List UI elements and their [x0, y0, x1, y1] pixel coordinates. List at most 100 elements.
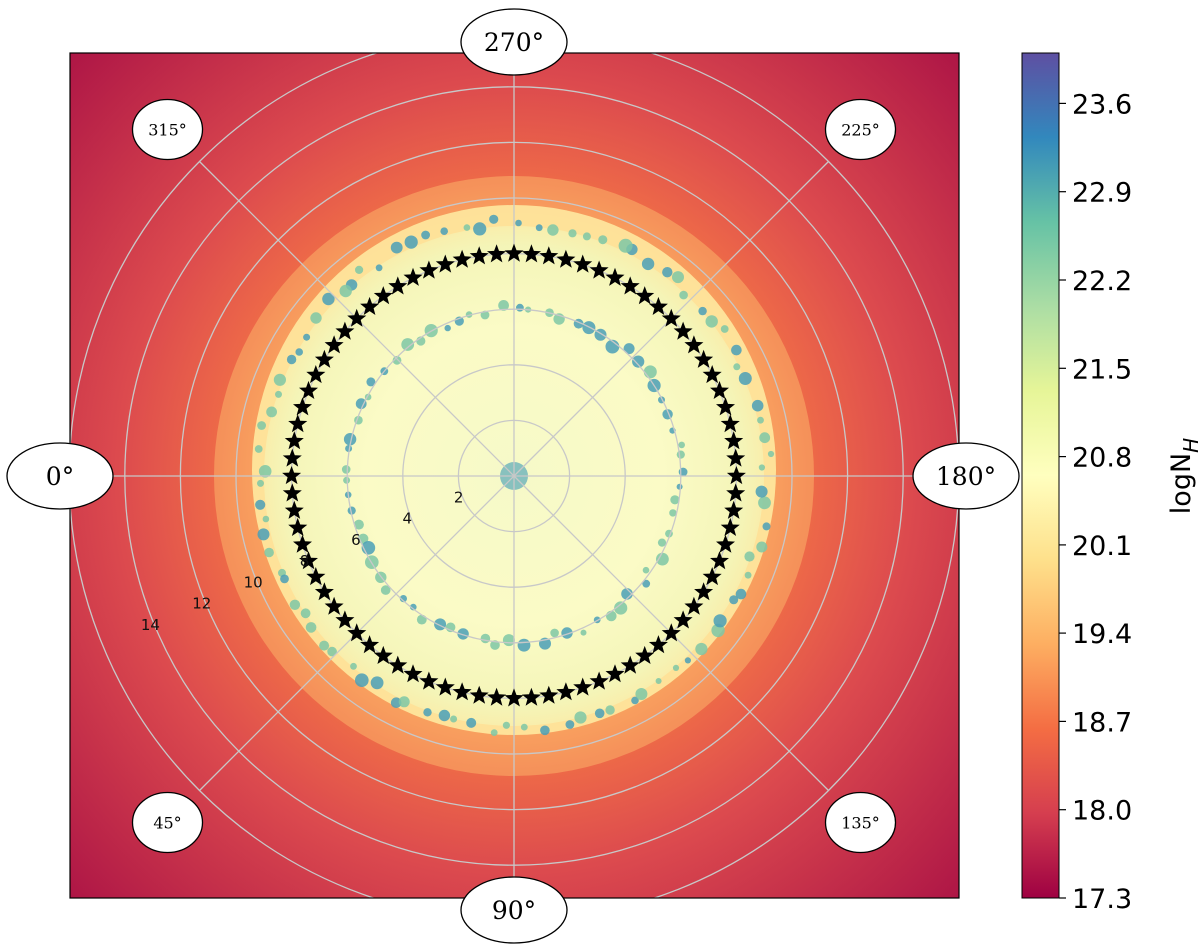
star-marker — [373, 286, 393, 305]
radial-gridline — [179, 141, 849, 811]
star-marker — [635, 645, 655, 664]
clump — [280, 574, 289, 584]
star-marker — [726, 483, 746, 502]
clump — [262, 515, 270, 523]
clump — [347, 506, 356, 515]
clump — [305, 622, 317, 633]
clump — [440, 227, 449, 235]
clump — [517, 638, 531, 652]
clump — [594, 708, 605, 719]
clump — [641, 257, 655, 271]
clump — [642, 566, 650, 574]
colorbar-tick-label: 17.3 — [1072, 884, 1132, 915]
clump — [404, 235, 418, 249]
star-marker — [388, 655, 408, 674]
star-marker — [589, 671, 609, 690]
clump — [438, 709, 451, 722]
clump — [744, 551, 755, 562]
angle-label-text: 135° — [841, 814, 880, 833]
star-marker — [403, 664, 423, 683]
star-marker — [284, 431, 304, 450]
angle-label-bubble — [131, 98, 204, 161]
star-marker — [716, 397, 735, 416]
star-marker — [620, 276, 640, 295]
clump — [643, 365, 657, 379]
clump — [582, 232, 591, 241]
star-marker — [452, 249, 472, 268]
radial-tick-label: 8 — [300, 552, 310, 570]
clump — [713, 614, 727, 628]
clump — [399, 595, 407, 603]
clump — [744, 571, 752, 579]
star-marker — [702, 567, 722, 586]
star-marker — [360, 296, 380, 315]
clump — [401, 338, 415, 351]
clump — [295, 348, 304, 356]
clump — [254, 445, 263, 453]
radial-tick-labels: 2 4 6 8 10 12 14 — [141, 488, 464, 634]
star-marker — [435, 254, 455, 273]
radial-tick-label: 12 — [192, 595, 211, 613]
angle-label-text: 270° — [484, 28, 544, 57]
radial-gridline — [124, 86, 904, 866]
clump — [758, 496, 771, 510]
star-marker — [419, 671, 439, 690]
colorbar-title: logNH — [1166, 438, 1200, 514]
star-marker — [573, 677, 593, 696]
star-marker — [373, 645, 393, 664]
clump — [258, 465, 272, 478]
clump — [322, 292, 335, 306]
star-marker — [314, 582, 334, 601]
colorbar-tick-label: 22.9 — [1072, 178, 1132, 209]
clump — [466, 717, 477, 728]
star-marker — [293, 397, 312, 416]
clump — [605, 705, 615, 715]
star-marker — [360, 635, 380, 654]
clump — [695, 642, 708, 656]
star-marker — [469, 685, 489, 704]
clump — [642, 579, 651, 588]
clump — [343, 476, 351, 484]
radial-tick-label: 6 — [351, 531, 361, 549]
star-marker — [702, 365, 722, 384]
colorbar-ticks: 17.3 18.0 18.7 19.4 20.1 20.8 21.5 22.2 22.9 23.6 — [1059, 89, 1132, 915]
dense-clumps — [254, 214, 775, 736]
clump — [751, 399, 764, 412]
clump — [735, 588, 747, 600]
clump — [606, 610, 617, 622]
star-marker — [419, 260, 439, 279]
angle-label-180: 180° — [912, 442, 1020, 510]
star-marker — [716, 534, 735, 553]
clump — [490, 729, 498, 736]
angle-label-bubble — [460, 876, 568, 944]
radial-gridline — [235, 197, 793, 755]
angle-label-text: 315° — [148, 121, 187, 140]
star-marker — [605, 267, 625, 286]
clump — [656, 552, 669, 566]
clump — [618, 238, 633, 253]
clump — [515, 219, 522, 227]
clump — [366, 377, 376, 387]
clump — [623, 343, 635, 355]
angle-label-270: 270° — [460, 8, 568, 76]
star-marker — [720, 517, 740, 536]
clump — [733, 363, 741, 371]
clump — [480, 633, 491, 644]
clump — [255, 499, 266, 510]
clump — [266, 406, 277, 418]
clump — [565, 720, 575, 729]
star-marker — [282, 466, 302, 485]
radial-tick-label: 4 — [403, 510, 413, 528]
colorbar: 17.3 18.0 18.7 19.4 20.1 20.8 21.5 22.2 22.9 23.6… — [1021, 52, 1200, 915]
clump — [738, 372, 752, 385]
clump — [473, 222, 487, 236]
clump — [520, 723, 528, 731]
clump — [303, 333, 311, 341]
angle-label-text: 180° — [936, 462, 996, 491]
clump — [286, 354, 297, 365]
clump — [731, 344, 742, 356]
star-marker — [324, 335, 344, 354]
star-marker — [724, 431, 744, 450]
star-marker — [299, 380, 318, 399]
clump — [423, 708, 432, 717]
